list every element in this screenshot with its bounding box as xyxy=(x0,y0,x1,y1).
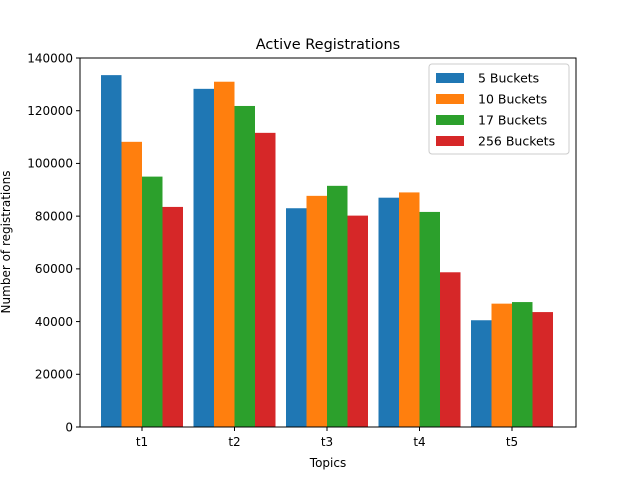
legend-swatch-3 xyxy=(436,136,464,146)
y-tick-label-4: 80000 xyxy=(35,209,73,223)
plot-frame xyxy=(79,57,577,428)
bar-t5-2 xyxy=(512,302,533,427)
chart-title: Active Registrations xyxy=(256,37,400,53)
y-axis-label: Number of registrations xyxy=(0,171,13,314)
legend-swatch-2 xyxy=(436,115,464,125)
x-axis-label: Topics xyxy=(309,456,346,470)
y-tick-label-2: 40000 xyxy=(35,315,73,329)
y-tick-label-1: 20000 xyxy=(35,368,73,382)
y-tick-label-3: 60000 xyxy=(35,262,73,276)
x-tick-label-t1: t1 xyxy=(136,435,148,449)
y-axis: 0 20000 40000 60000 80000 100000 120000 140000 xyxy=(27,51,80,434)
bar-t5-3 xyxy=(532,312,553,427)
bar-t1-0 xyxy=(101,75,122,427)
bar-t1-2 xyxy=(142,176,163,427)
y-tick-label-5: 100000 xyxy=(27,157,73,171)
bar-t2-1 xyxy=(214,81,235,427)
bar-t5-0 xyxy=(471,320,492,427)
bar-t3-0 xyxy=(286,208,307,427)
legend-label-0: 5 Buckets xyxy=(478,71,539,86)
legend-swatch-0 xyxy=(436,73,464,83)
bar-t4-1 xyxy=(399,192,420,427)
bar-t4-2 xyxy=(419,211,440,427)
y-tick-label-7: 140000 xyxy=(27,51,73,65)
bar-t3-3 xyxy=(347,215,368,427)
x-axis: t1 t2 t3 t4 t5 xyxy=(136,427,518,449)
legend-swatch-1 xyxy=(436,94,464,104)
x-tick-label-t5: t5 xyxy=(506,435,518,449)
bar-t5-1 xyxy=(491,303,512,427)
legend: 5 Buckets 10 Buckets 17 Buckets 256 Buckets xyxy=(428,63,570,155)
x-tick-label-t3: t3 xyxy=(321,435,333,449)
bar-t4-0 xyxy=(378,197,399,427)
bar-t1-1 xyxy=(121,141,142,427)
legend-label-2: 17 Buckets xyxy=(478,113,547,128)
y-tick-label-6: 120000 xyxy=(27,104,73,118)
bar-t3-2 xyxy=(327,185,348,427)
bar-t4-3 xyxy=(440,272,461,427)
bar-t2-2 xyxy=(234,105,255,427)
bars-group xyxy=(101,75,553,427)
bar-t2-3 xyxy=(255,132,276,427)
legend-label-1: 10 Buckets xyxy=(478,92,547,107)
x-tick-label-t4: t4 xyxy=(413,435,425,449)
bar-t2-0 xyxy=(193,88,214,427)
x-tick-label-t2: t2 xyxy=(228,435,240,449)
y-tick-label-0: 0 xyxy=(65,420,73,434)
legend-frame xyxy=(428,63,570,155)
legend-label-3: 256 Buckets xyxy=(478,134,555,149)
bar-t1-3 xyxy=(162,206,183,427)
bar-t3-1 xyxy=(306,195,327,427)
